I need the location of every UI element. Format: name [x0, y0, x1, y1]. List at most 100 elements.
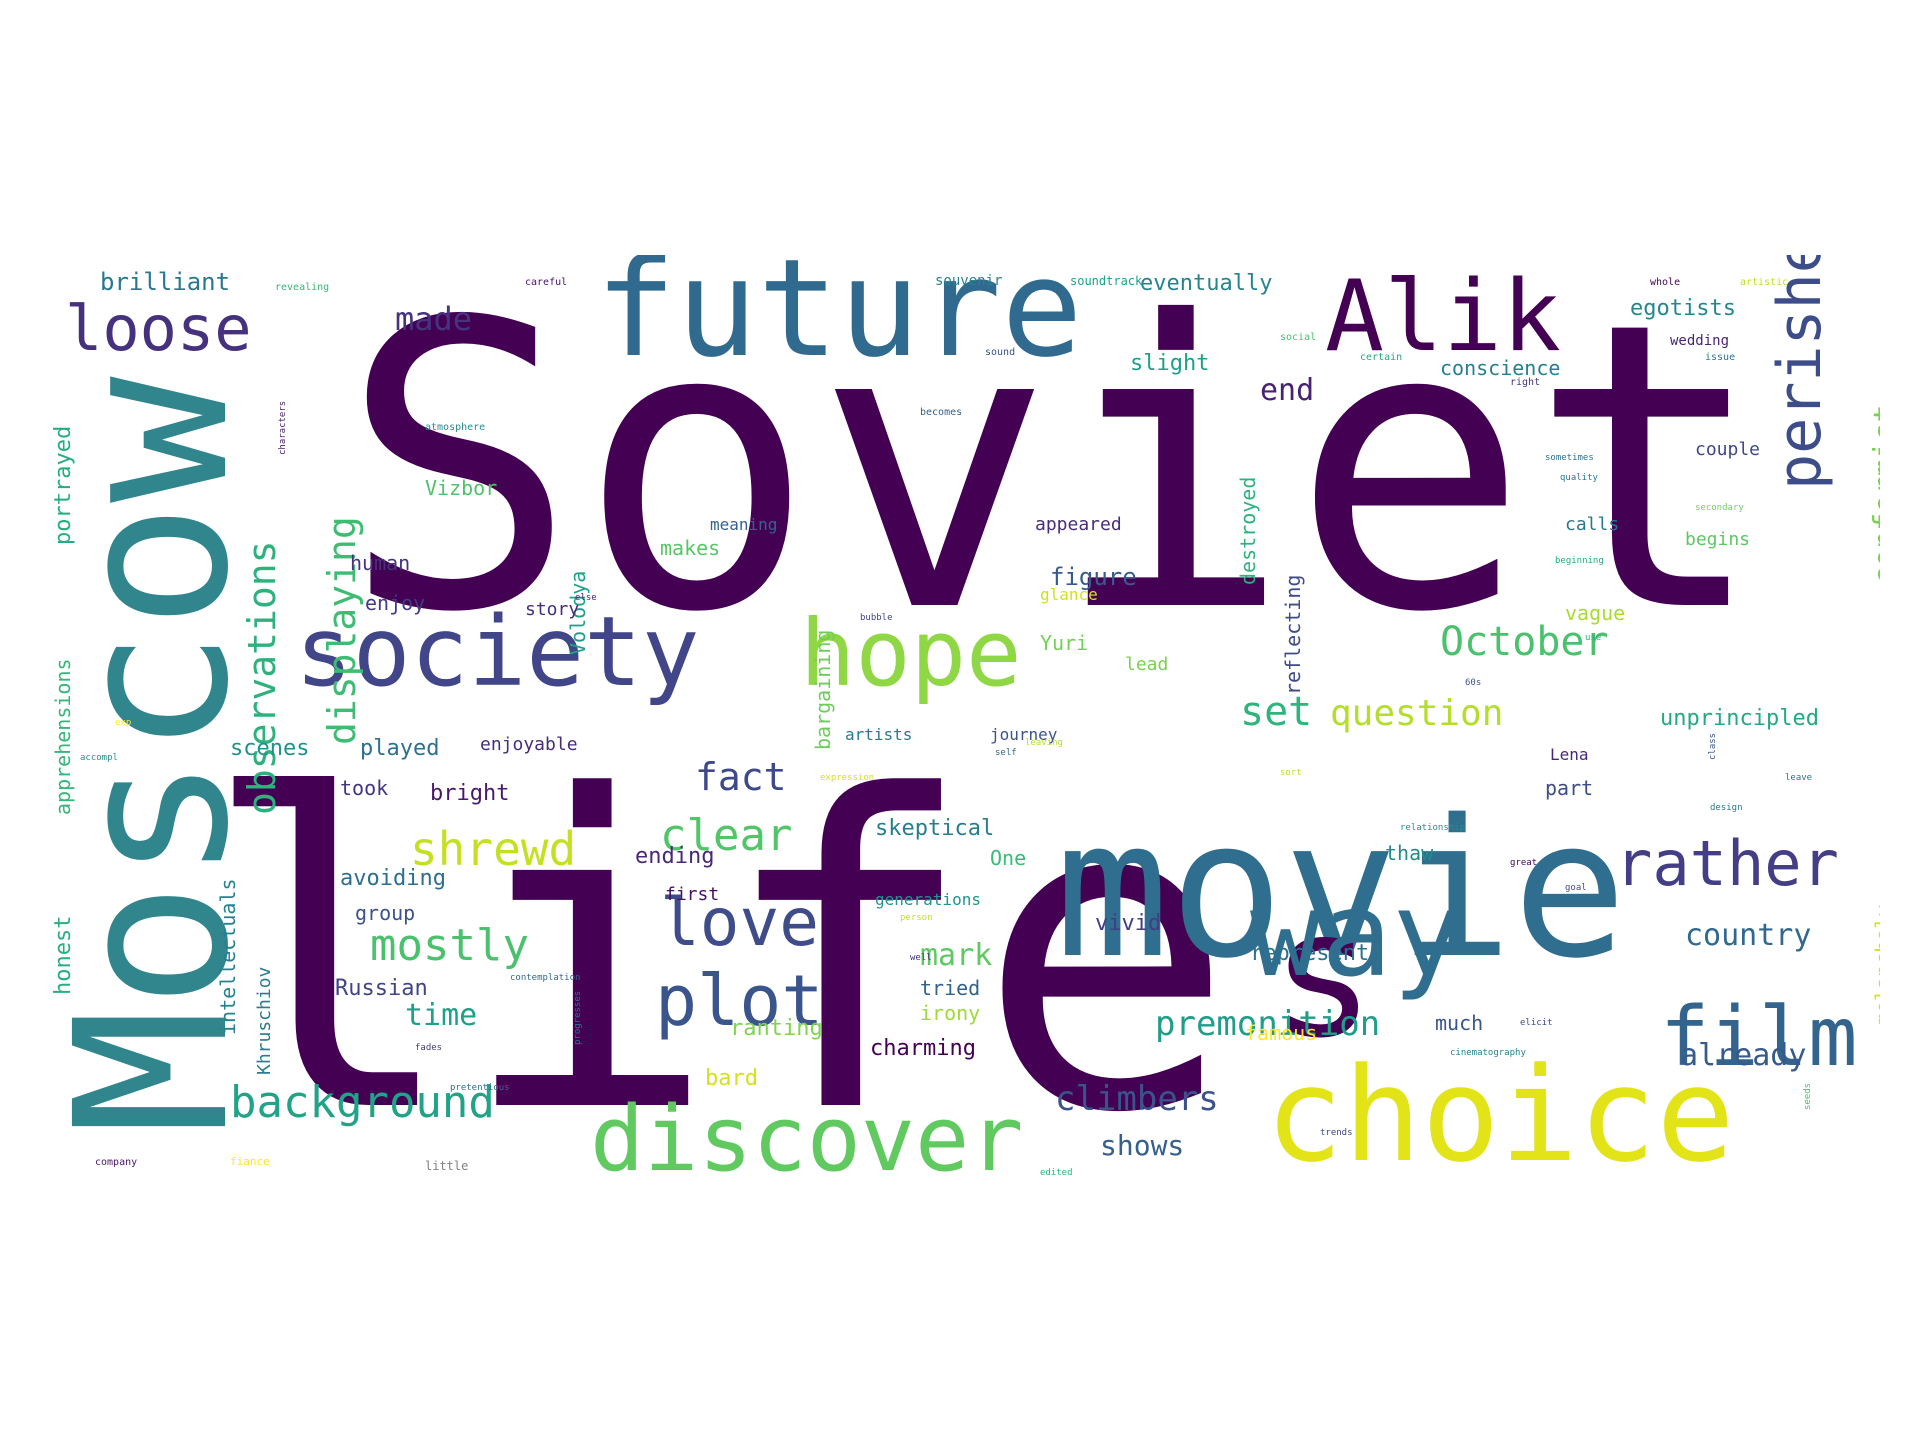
word: irony [920, 1001, 980, 1025]
word: perished [1765, 255, 1835, 490]
word: conscience [1440, 356, 1560, 380]
word: accompl [80, 753, 118, 763]
word: famous [1245, 1021, 1317, 1045]
word: rather [1615, 827, 1839, 900]
word: little [425, 1159, 468, 1173]
word: Lena [1550, 745, 1589, 764]
word: apprehensions [51, 658, 75, 815]
word: cinematography [1450, 1048, 1526, 1058]
word: ranting [730, 1016, 823, 1041]
word: Soviet [340, 255, 1767, 699]
word: quality [1560, 473, 1599, 483]
word: certain [1360, 352, 1402, 363]
word: Alik [1325, 260, 1561, 374]
word: great [1510, 858, 1537, 868]
word: fiance [230, 1155, 270, 1168]
word: honest [51, 916, 76, 995]
word: society [295, 596, 700, 708]
word: calls [1565, 514, 1619, 535]
word: intellectuals [216, 878, 240, 1035]
word: Volodya [566, 571, 590, 655]
word: enjoyable [480, 734, 578, 755]
word: much [1435, 1011, 1483, 1035]
word: Vizbor [425, 476, 497, 500]
word: mostly [370, 920, 529, 971]
word: atmosphere [425, 422, 485, 433]
word: secondary [1695, 503, 1744, 513]
word: premonition [1155, 1004, 1380, 1044]
word: issue [1705, 352, 1735, 363]
word: ending [635, 844, 714, 869]
word: expression [820, 773, 874, 783]
word: took [340, 776, 388, 800]
word: mark [920, 938, 992, 973]
word: well [910, 953, 932, 963]
word: 60s [1465, 678, 1481, 688]
word: company [95, 1157, 137, 1168]
word: sort [1280, 768, 1302, 778]
word: displaying [320, 516, 364, 745]
word: leave [1785, 773, 1812, 783]
word: represents [1250, 941, 1382, 966]
word: absorb [1205, 583, 1238, 593]
word: avoiding [340, 866, 446, 891]
word: becomes [920, 407, 962, 418]
word: life [200, 707, 1236, 1195]
word: contemplation [510, 973, 580, 983]
word: progresses [573, 991, 583, 1045]
word: class [1708, 733, 1718, 760]
word: destroyed [1236, 477, 1260, 585]
word: fact [695, 755, 787, 799]
word: group [355, 901, 415, 925]
word: melancholy [1871, 905, 1880, 1025]
word: part [1545, 776, 1593, 800]
word: s [1270, 874, 1375, 1077]
word: couple [1695, 439, 1760, 460]
word: set [1240, 689, 1312, 735]
word: clear [660, 810, 792, 861]
word: careful [525, 277, 567, 288]
word: October [1440, 619, 1609, 665]
word: skeptical [875, 816, 994, 841]
word: wedding [1670, 333, 1729, 349]
word: journey [990, 725, 1058, 744]
word: Moscow [40, 376, 275, 1135]
word: brilliant [100, 268, 230, 296]
word: bright [430, 781, 509, 806]
word: whole [1650, 277, 1680, 288]
word: goal [1565, 883, 1587, 893]
word: question [1330, 693, 1503, 734]
word: reflecting [1281, 575, 1305, 695]
word: social [1280, 332, 1316, 343]
word: already [1680, 1038, 1806, 1073]
word: relationship [1400, 823, 1465, 833]
word: meaning [710, 515, 777, 534]
word: lead [1125, 654, 1168, 675]
word: design [1710, 803, 1743, 813]
word: plot [655, 960, 824, 1042]
word: use [1585, 633, 1601, 643]
word: edited [1040, 1168, 1073, 1178]
word: first [665, 884, 719, 905]
word: eventually [1140, 271, 1272, 296]
word: film [1660, 990, 1857, 1085]
word: else [575, 593, 597, 603]
word: appeared [1035, 514, 1122, 535]
word: Yuri [1040, 631, 1088, 655]
word: slight [1130, 351, 1209, 376]
word: artistic [1740, 277, 1788, 288]
word: characters [278, 401, 288, 455]
word: scenes [230, 736, 309, 761]
word: background [230, 1077, 495, 1128]
word: beginning [1555, 556, 1604, 566]
word: vague [1565, 601, 1625, 625]
word: movie [1055, 779, 1627, 1000]
word: souvenir [935, 273, 1002, 289]
word: portrayed [51, 426, 76, 545]
word: person [900, 913, 933, 923]
word: seeds [1803, 1083, 1813, 1110]
word: self [995, 748, 1017, 758]
word: artists [845, 725, 912, 744]
word: time [405, 998, 477, 1033]
word: generations [875, 890, 981, 909]
